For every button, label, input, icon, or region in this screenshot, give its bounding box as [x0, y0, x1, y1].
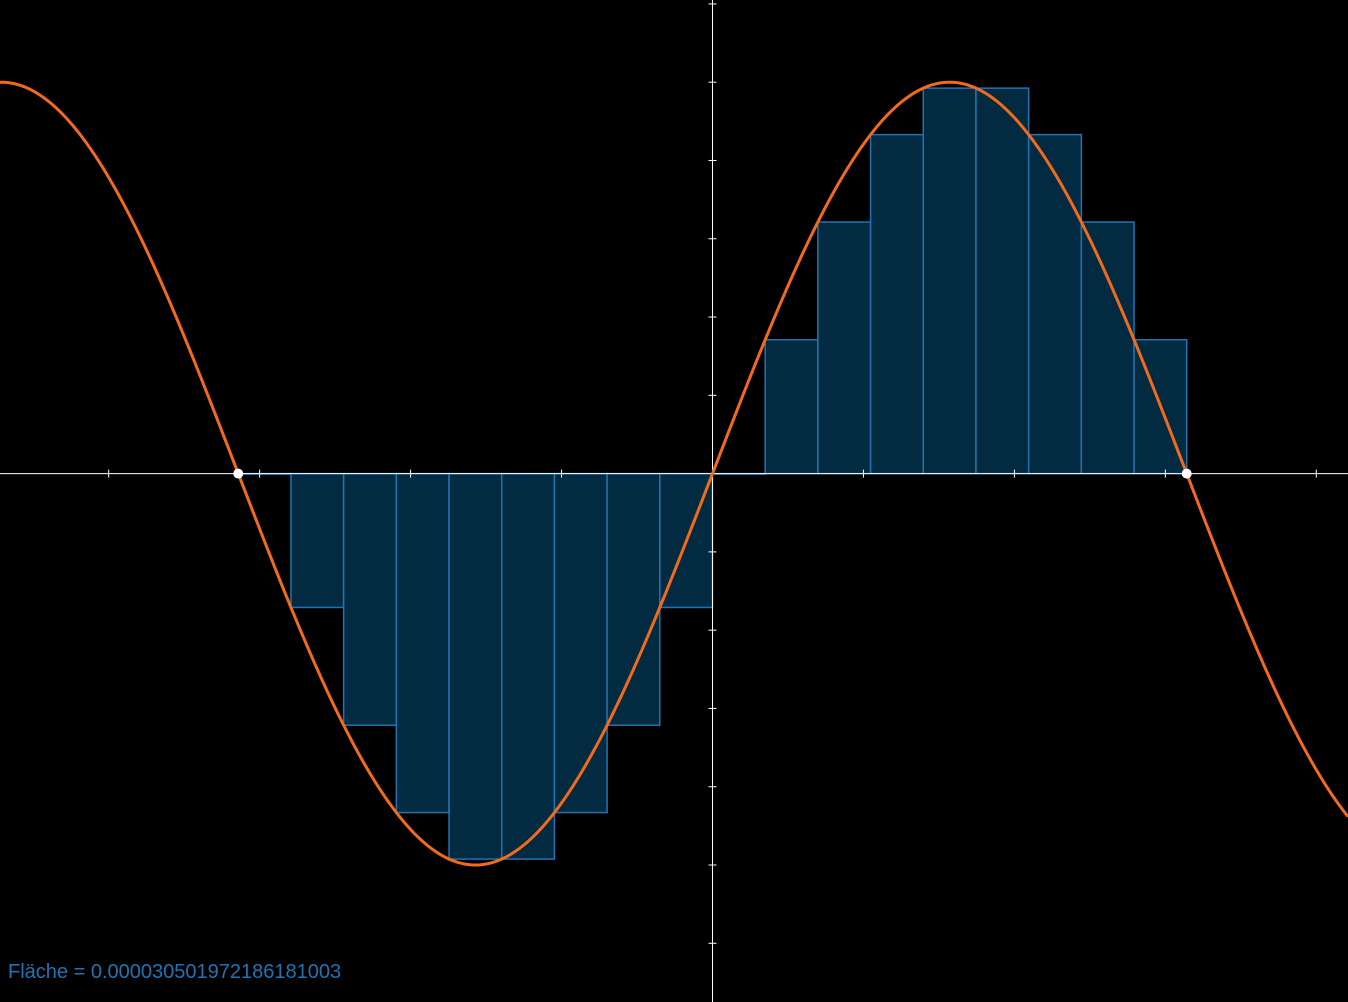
bar-10	[764, 338, 819, 475]
endpoint-right[interactable]	[1181, 468, 1192, 479]
bar-16	[1080, 221, 1135, 475]
axis-ticks	[108, 3, 1317, 944]
bar-3	[395, 472, 450, 814]
area-readout: Fläche = 0.000030501972186181003	[8, 961, 342, 983]
bar-4	[448, 472, 503, 860]
bar-13	[922, 87, 977, 475]
bar-1	[290, 472, 345, 609]
bar-7	[606, 472, 661, 726]
riemann-bars	[237, 87, 1188, 860]
endpoint-left[interactable]	[233, 468, 244, 479]
interval-endpoints	[233, 468, 1192, 479]
sine-curve	[0, 80, 1348, 867]
bar-15	[1027, 133, 1083, 475]
bar-5	[500, 472, 556, 860]
bar-2	[342, 472, 398, 726]
bar-11	[817, 221, 872, 475]
bar-6	[553, 472, 608, 814]
bar-12	[869, 133, 925, 475]
bar-14	[975, 87, 1030, 475]
